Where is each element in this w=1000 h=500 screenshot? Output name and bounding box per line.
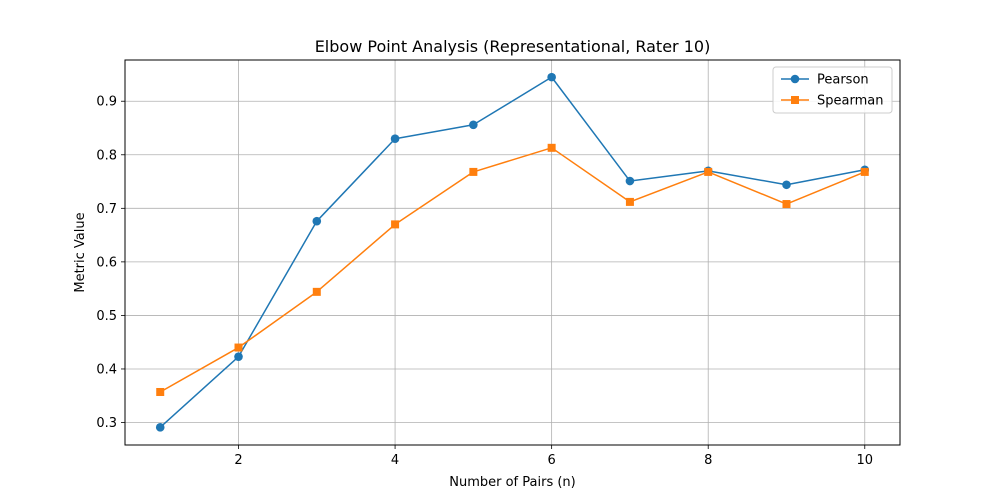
- pearson-point: [155, 423, 165, 432]
- spearman-point: [234, 343, 243, 352]
- plot-frame: [124, 59, 901, 446]
- y-axis-ticks: 0.3 0.4 0.5 0.6 0.7 0.8 0.9: [96, 95, 125, 431]
- x-axis-ticks: 2 4 6 8 10: [234, 445, 873, 468]
- grid: [125, 60, 900, 445]
- legend-marker-pearson: [790, 74, 800, 84]
- spearman-point: [156, 387, 165, 396]
- y-tick-label: 0.3: [96, 416, 117, 431]
- x-tick-label: 10: [856, 453, 873, 468]
- spearman-point: [391, 220, 400, 229]
- pearson-point: [625, 176, 635, 186]
- spearman-point: [547, 143, 556, 152]
- y-tick-label: 0.6: [96, 255, 117, 270]
- y-tick-label: 0.4: [96, 362, 117, 377]
- pearson-point: [469, 120, 478, 130]
- legend-marker-spearman: [791, 96, 799, 104]
- x-axis-label: Number of Pairs (n): [449, 475, 575, 490]
- series-spearman: [156, 143, 869, 396]
- x-tick-label: 8: [704, 453, 712, 468]
- spearman-point: [625, 197, 634, 206]
- spearman-line: [159, 147, 866, 393]
- pearson-point: [547, 72, 556, 82]
- y-axis-label: Metric Value: [73, 212, 88, 292]
- x-tick-label: 6: [548, 453, 556, 468]
- spearman-point: [469, 167, 478, 176]
- legend-label-pearson: Pearson: [817, 73, 869, 88]
- y-tick-label: 0.9: [96, 95, 117, 110]
- series-layer: [155, 72, 870, 432]
- spearman-point: [782, 200, 791, 209]
- legend-label-spearman: Spearman: [817, 94, 883, 109]
- pearson-point: [312, 216, 322, 226]
- spearman-point: [860, 167, 869, 176]
- spearman-point: [704, 167, 713, 176]
- legend-entry-spearman: Spearman: [781, 94, 883, 109]
- legend-entry-pearson: Pearson: [781, 73, 869, 88]
- spearman-point: [312, 287, 321, 296]
- pearson-point: [234, 352, 243, 361]
- x-tick-label: 2: [234, 453, 242, 468]
- chart-title: Elbow Point Analysis (Representational, …: [315, 37, 711, 56]
- pearson-point: [782, 180, 791, 190]
- y-tick-label: 0.7: [96, 202, 117, 217]
- y-tick-label: 0.8: [96, 148, 117, 163]
- pearson-point: [390, 134, 400, 144]
- x-tick-label: 4: [391, 453, 399, 468]
- y-tick-label: 0.5: [96, 309, 117, 324]
- legend: Pearson Spearman: [772, 66, 893, 114]
- pearson-line: [159, 76, 865, 428]
